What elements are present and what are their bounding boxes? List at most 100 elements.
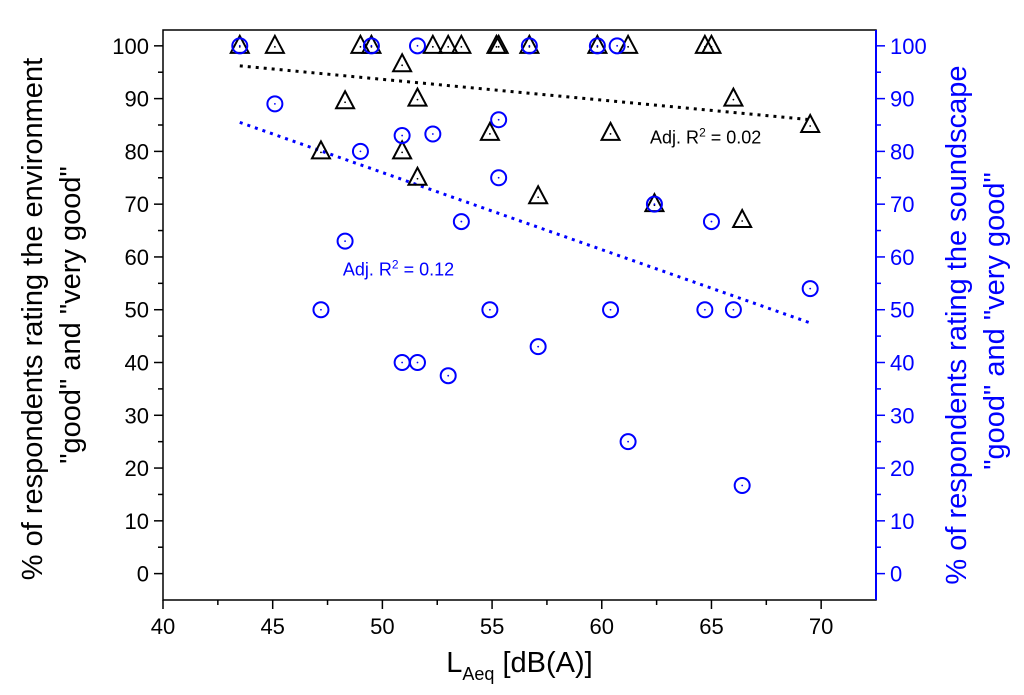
circle-point-center	[416, 361, 419, 364]
triangle-point-center	[497, 45, 500, 48]
circle-point	[231, 37, 249, 55]
right-y-tick-label: 80	[890, 139, 914, 164]
circle-point-center	[401, 134, 404, 137]
circle-point	[439, 367, 457, 385]
left-y-tick-label: 100	[112, 34, 149, 59]
fit-line	[239, 64, 811, 122]
left-y-tick-label: 50	[125, 298, 149, 323]
circle-point	[588, 37, 606, 55]
left-y-tick-label: 80	[125, 139, 149, 164]
triangle-point-center	[488, 133, 491, 135]
triangle-point	[450, 33, 473, 54]
circle-point-center	[497, 118, 500, 121]
left-y-tick-label: 40	[125, 351, 149, 376]
triangle-point-center	[710, 45, 713, 48]
circle-point	[408, 37, 426, 55]
right-y-tick-label: 20	[890, 456, 914, 481]
right-y-tick-label: 40	[890, 351, 914, 376]
circle-point	[724, 301, 742, 319]
triangle-point	[487, 33, 510, 54]
circle-point-center	[488, 308, 491, 311]
triangle-point-center	[447, 45, 450, 48]
x-tick-label: 70	[809, 614, 833, 639]
left-y-axis-title: % of respondents rating the environment …	[17, 50, 87, 580]
triangle-point	[700, 33, 723, 54]
right-y-tick-label: 0	[890, 562, 902, 587]
circle-point	[619, 433, 637, 451]
right-y-tick-label: 10	[890, 509, 914, 534]
right-y-tick-label: 100	[890, 34, 927, 59]
triangle-point-center	[416, 177, 419, 180]
triangle-point-center	[431, 45, 434, 48]
left-y-axis-title-line2: "good" and "very good"	[55, 166, 87, 464]
right-y-axis-title-line1: % of respondents rating the soundscape	[941, 65, 973, 584]
triangle-point	[527, 184, 549, 205]
triangle-point	[310, 139, 332, 160]
x-tick-label: 45	[260, 614, 284, 639]
triangle-point-center	[627, 45, 629, 48]
left-y-tick-label: 60	[125, 245, 149, 270]
right-y-axis-title-line2: "good" and "very good"	[979, 172, 1011, 470]
circle-point-center	[609, 308, 612, 311]
right-y-axis-title: % of respondents rating the soundscape "…	[941, 57, 1011, 584]
circle-point-center	[238, 44, 241, 47]
triangle-point	[437, 33, 459, 54]
x-axis: 40 45 50 55 60 65 70	[151, 600, 833, 639]
right-y-tick-label: 90	[890, 87, 914, 112]
triangle-point	[391, 139, 413, 160]
circle-point-center	[320, 308, 322, 311]
circle-point-center	[401, 361, 404, 364]
data-points	[229, 33, 821, 494]
x-axis-title-main: L	[446, 647, 462, 679]
triangle-point-center	[732, 98, 735, 101]
triangle-point	[599, 120, 622, 141]
circle-point-center	[627, 440, 629, 443]
triangle-point	[422, 33, 444, 54]
x-tick-label: 50	[370, 614, 394, 639]
annotations: Adj. R2 = 0.02 Adj. R2 = 0.12	[343, 125, 761, 279]
r-squared-annotation: Adj. R2 = 0.02	[650, 125, 761, 147]
x-axis-title-rest: [dB(A)]	[494, 647, 592, 679]
circle-point-center	[732, 308, 735, 311]
triangle-point-center	[401, 64, 404, 67]
circle-point	[801, 280, 819, 298]
left-y-axis: 0 10 20 30 40 50 60 70 80 90 100	[112, 34, 163, 587]
x-tick-label: 65	[699, 614, 723, 639]
circle-point	[424, 125, 442, 143]
triangle-point	[334, 89, 356, 110]
circle-point-center	[460, 220, 463, 223]
triangle-point	[722, 86, 745, 107]
circle-point	[351, 142, 369, 160]
circle-point-center	[370, 44, 373, 47]
triangle-point-center	[359, 45, 362, 48]
circle-point	[393, 127, 411, 145]
right-y-tick-label: 60	[890, 245, 914, 270]
circle-point-center	[359, 150, 362, 153]
triangle-point-center	[273, 45, 276, 48]
circle-point-center	[537, 345, 540, 348]
triangle-point-center	[401, 151, 404, 154]
circle-point	[702, 213, 720, 231]
left-y-tick-label: 0	[137, 562, 149, 587]
triangle-point	[391, 52, 413, 73]
circle-point-center	[703, 308, 706, 311]
circle-point	[696, 301, 714, 319]
triangle-point	[406, 165, 429, 186]
r-squared-annotation: Adj. R2 = 0.12	[343, 257, 454, 279]
left-y-axis-title-line1: % of respondents rating the environment	[17, 58, 49, 580]
circle-point-center	[273, 102, 276, 105]
circle-point-center	[741, 484, 744, 487]
circle-point	[312, 301, 330, 319]
circle-point	[336, 232, 354, 250]
circle-point	[602, 301, 620, 319]
right-y-tick-label: 50	[890, 298, 914, 323]
fit-line	[239, 120, 811, 325]
triangle-point-center	[537, 196, 540, 199]
left-y-tick-label: 90	[125, 87, 149, 112]
right-y-tick-label: 30	[890, 403, 914, 428]
x-tick-label: 55	[480, 614, 504, 639]
right-y-axis: 0 10 20 30 40 50 60 70 80 90 100	[876, 34, 927, 587]
circle-point	[520, 37, 538, 55]
triangle-point	[731, 207, 753, 228]
